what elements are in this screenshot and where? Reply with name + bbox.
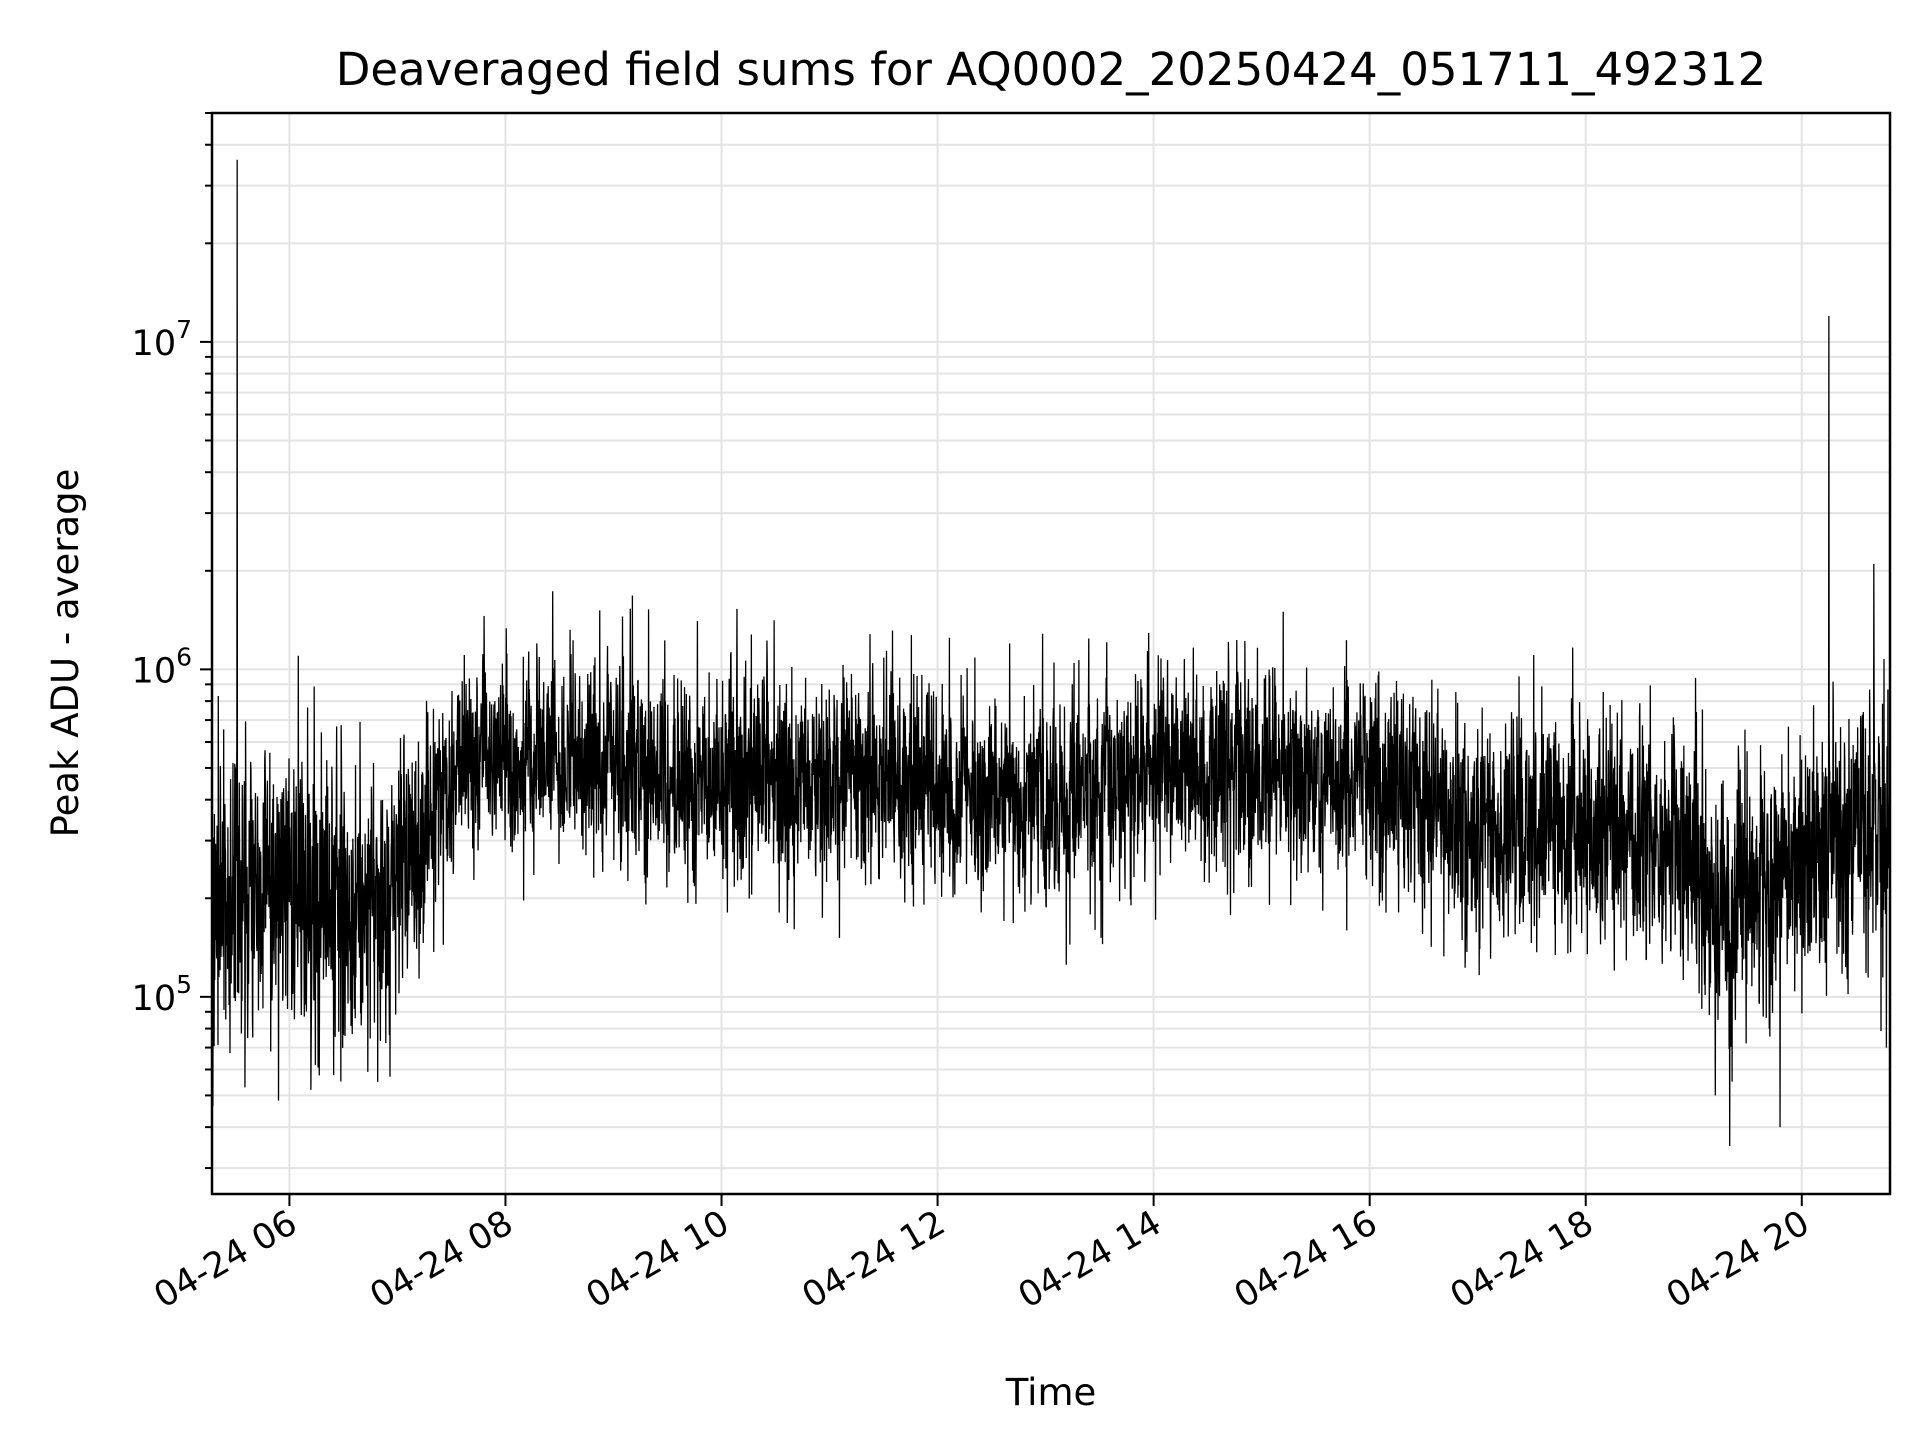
series-line: [211, 159, 1891, 1147]
chart-title: Deaveraged field sums for AQ0002_2025042…: [336, 43, 1767, 96]
x-axis-label: Time: [1005, 1371, 1097, 1414]
y-tick-label: 105: [132, 970, 192, 1019]
y-tick-label: 107: [132, 315, 192, 364]
series-layer: [211, 159, 1891, 1147]
y-axis-label: Peak ADU - average: [44, 469, 87, 838]
plot-frame: [210, 111, 1892, 1196]
y-tick-label: 106: [132, 642, 192, 691]
